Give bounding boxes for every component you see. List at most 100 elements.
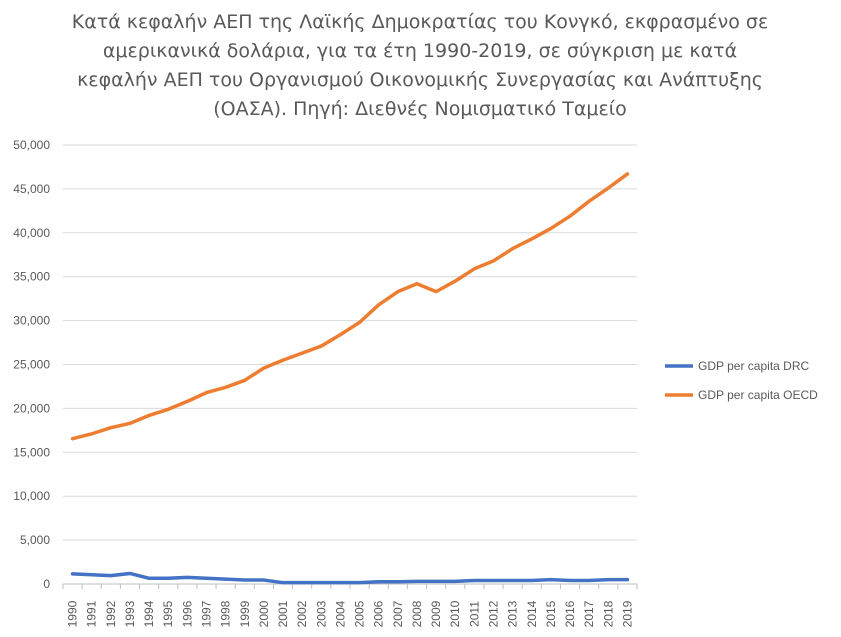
y-axis-ticks: 0 5,000 10,000 15,000 20,000 25,000 30,000 35,0… bbox=[13, 138, 50, 591]
data-point bbox=[358, 320, 362, 324]
data-point bbox=[319, 344, 323, 348]
data-point bbox=[568, 578, 572, 582]
data-point bbox=[377, 580, 381, 584]
data-point bbox=[472, 578, 476, 582]
data-point bbox=[396, 290, 400, 294]
y-tick-label: 0 bbox=[43, 577, 50, 591]
data-point bbox=[224, 385, 228, 389]
y-tick-label: 35,000 bbox=[13, 270, 50, 284]
data-point bbox=[415, 282, 419, 286]
data-point bbox=[511, 578, 515, 582]
data-point bbox=[453, 279, 457, 283]
x-tick-label: 1994 bbox=[142, 600, 156, 627]
data-point bbox=[492, 578, 495, 582]
data-point bbox=[358, 581, 362, 585]
x-tick-label: 2010 bbox=[448, 600, 462, 627]
data-point bbox=[224, 577, 228, 581]
x-tick-label: 1992 bbox=[104, 600, 118, 627]
chart-title: Κατά κεφαλήν ΑΕΠ της Λαϊκής Δημοκρατίας … bbox=[71, 11, 769, 120]
y-tick-label: 15,000 bbox=[13, 445, 50, 459]
data-point bbox=[338, 333, 342, 337]
data-point bbox=[281, 581, 285, 585]
x-axis bbox=[62, 583, 638, 589]
data-point bbox=[71, 437, 75, 441]
x-tick-label: 1990 bbox=[66, 600, 80, 627]
data-point bbox=[530, 237, 534, 241]
data-point bbox=[71, 572, 75, 576]
series-line-1 bbox=[70, 172, 630, 441]
x-tick-label: 2006 bbox=[372, 600, 386, 627]
data-point bbox=[243, 378, 247, 382]
data-point bbox=[396, 580, 400, 584]
data-point bbox=[530, 578, 534, 582]
series-lines bbox=[70, 172, 630, 585]
data-point bbox=[243, 578, 247, 582]
data-point bbox=[128, 421, 132, 425]
data-point bbox=[606, 186, 610, 190]
x-tick-label: 2019 bbox=[620, 600, 634, 627]
x-tick-label: 1995 bbox=[161, 600, 175, 627]
x-tick-label: 2017 bbox=[582, 600, 596, 627]
data-point bbox=[625, 172, 629, 176]
data-point bbox=[205, 391, 208, 395]
data-point bbox=[185, 399, 189, 403]
data-point bbox=[606, 578, 610, 582]
data-point bbox=[90, 432, 94, 436]
x-tick-label: 2012 bbox=[487, 600, 501, 627]
data-point bbox=[262, 578, 266, 582]
y-tick-label: 20,000 bbox=[13, 401, 50, 415]
x-tick-label: 2001 bbox=[276, 600, 290, 627]
data-point bbox=[166, 576, 170, 580]
data-point bbox=[281, 358, 285, 362]
x-tick-label: 2011 bbox=[467, 601, 481, 627]
x-tick-label: 2018 bbox=[601, 600, 615, 627]
y-tick-label: 30,000 bbox=[13, 314, 50, 328]
data-point bbox=[338, 581, 342, 585]
data-point bbox=[415, 579, 419, 583]
data-point bbox=[568, 214, 572, 218]
x-tick-label: 2007 bbox=[391, 600, 405, 627]
y-tick-label: 45,000 bbox=[13, 182, 50, 196]
y-tick-label: 25,000 bbox=[13, 358, 50, 372]
x-tick-label: 1999 bbox=[238, 600, 252, 627]
data-point bbox=[147, 576, 151, 580]
x-tick-label: 2002 bbox=[295, 600, 309, 627]
y-tick-label: 50,000 bbox=[13, 138, 50, 152]
legend-label-0: GDP per capita DRC bbox=[698, 359, 809, 373]
x-tick-label: 2013 bbox=[506, 600, 520, 627]
x-tick-label: 2016 bbox=[563, 600, 577, 627]
y-tick-label: 40,000 bbox=[13, 226, 50, 240]
data-point bbox=[319, 581, 323, 585]
x-tick-label: 1991 bbox=[85, 600, 99, 627]
gridlines bbox=[63, 144, 637, 541]
x-tick-label: 2009 bbox=[429, 600, 443, 627]
data-point bbox=[472, 267, 476, 271]
x-tick-label: 1993 bbox=[123, 600, 137, 627]
x-tick-label: 2000 bbox=[257, 600, 271, 627]
data-point bbox=[549, 226, 553, 230]
data-point bbox=[166, 407, 170, 411]
x-tick-label: 2014 bbox=[525, 600, 539, 627]
x-tick-label: 2015 bbox=[544, 600, 558, 627]
data-point bbox=[587, 199, 591, 203]
data-point bbox=[492, 259, 495, 263]
data-point bbox=[205, 576, 208, 580]
data-point bbox=[128, 571, 132, 575]
data-point bbox=[453, 579, 457, 583]
data-point bbox=[511, 247, 515, 251]
data-point bbox=[262, 366, 266, 370]
x-tick-label: 2008 bbox=[410, 600, 424, 627]
x-tick-label: 1997 bbox=[200, 600, 214, 627]
data-point bbox=[625, 578, 629, 582]
data-point bbox=[300, 351, 304, 355]
data-point bbox=[109, 574, 113, 578]
data-point bbox=[434, 290, 438, 294]
data-point bbox=[147, 413, 151, 417]
data-point bbox=[434, 579, 438, 583]
x-tick-label: 2005 bbox=[353, 600, 367, 627]
data-point bbox=[90, 573, 94, 577]
data-point bbox=[109, 426, 113, 430]
data-point bbox=[185, 575, 189, 579]
